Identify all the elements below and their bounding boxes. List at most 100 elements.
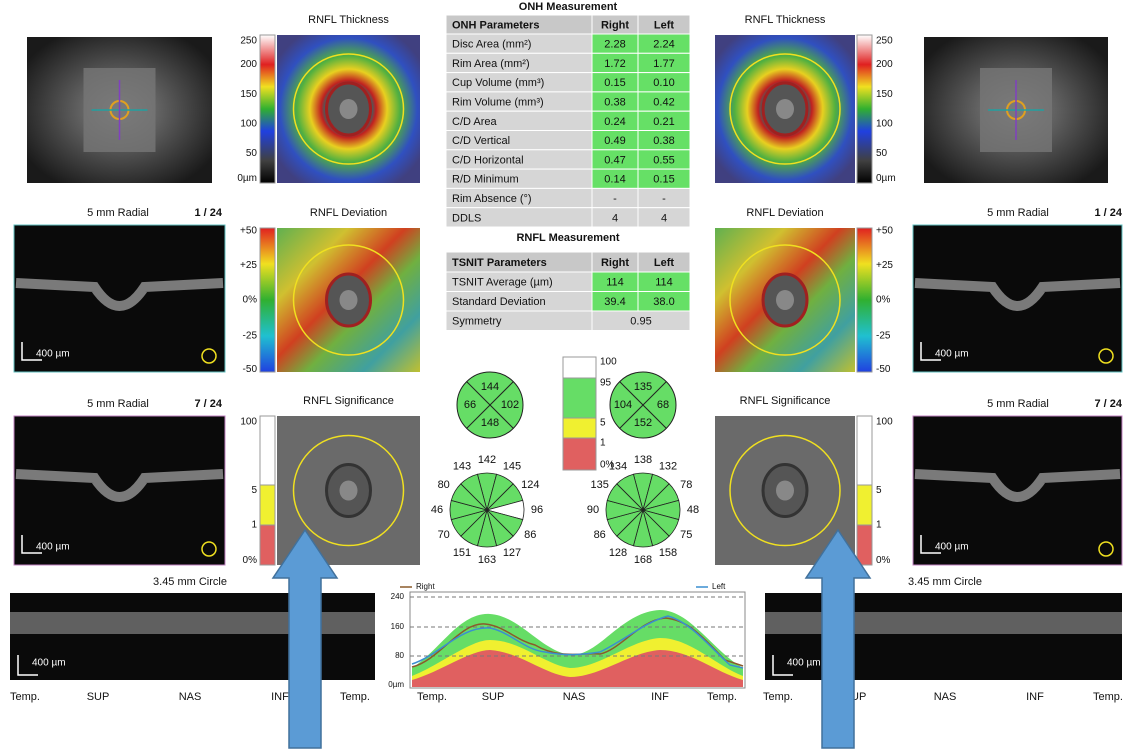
- scale-label: 0%: [876, 555, 891, 566]
- table-text: Rim Area (mm²): [452, 58, 530, 70]
- scan-title: 5 mm Radial: [87, 207, 149, 219]
- scale-label: 250: [876, 36, 893, 47]
- scale-label: 0µm: [237, 173, 257, 184]
- axis-label: NAS: [934, 691, 957, 703]
- table-text: 0.10: [653, 77, 674, 89]
- quadrant-value: 68: [657, 399, 669, 411]
- clock-value: 75: [680, 529, 692, 541]
- clock-value: 145: [503, 461, 521, 473]
- map-title: RNFL Thickness: [745, 14, 826, 26]
- report: ONH MeasurementONH ParametersRightLeftDi…: [0, 0, 1129, 753]
- scale-band: [563, 378, 596, 418]
- cup-center: [776, 99, 794, 119]
- clock-value: 127: [503, 547, 521, 559]
- color-bar-band: [857, 485, 872, 525]
- table-text: 0.15: [653, 174, 674, 186]
- scale-label: -25: [243, 331, 258, 342]
- scan-title: 5 mm Radial: [987, 207, 1049, 219]
- scale-label: 200: [876, 59, 893, 70]
- color-bar-band: [857, 525, 872, 565]
- x-tick-label: SUP: [482, 691, 505, 703]
- scan-index: 7 / 24: [1094, 398, 1122, 410]
- clock-value: 90: [587, 504, 599, 516]
- table-title: RNFL Measurement: [516, 232, 619, 244]
- clock-value: 46: [431, 504, 443, 516]
- scale-label: 150: [876, 89, 893, 100]
- clock-value: 143: [453, 461, 471, 473]
- scale-label: 0%: [243, 295, 258, 306]
- x-tick-label: Temp.: [417, 691, 447, 703]
- map-title: RNFL Significance: [740, 395, 831, 407]
- table-text: 2.24: [653, 39, 674, 51]
- cup-center: [776, 481, 794, 501]
- table-text: 0.55: [653, 154, 674, 166]
- clock-value: 70: [438, 529, 450, 541]
- scale-label: 250: [240, 36, 257, 47]
- x-tick-label: NAS: [563, 691, 586, 703]
- clock-value: 96: [531, 504, 543, 516]
- table-text: Disc Area (mm²): [452, 39, 531, 51]
- scale-label: -50: [876, 364, 891, 375]
- y-tick-label: 240: [391, 592, 405, 601]
- scale-label: 400 µm: [935, 542, 969, 553]
- axis-label: INF: [271, 691, 289, 703]
- retina-layer: [765, 612, 1122, 634]
- table-text: TSNIT Average (µm): [452, 277, 553, 289]
- clock-value: 158: [659, 547, 677, 559]
- clock-value: 142: [478, 454, 496, 466]
- scan-index: 7 / 24: [194, 398, 222, 410]
- table-text: 1.72: [604, 58, 625, 70]
- legend-label: Left: [712, 582, 726, 591]
- table-title: ONH Measurement: [519, 1, 618, 13]
- scale-label: 5: [251, 485, 257, 496]
- clock-value: 78: [680, 479, 692, 491]
- table-text: Cup Volume (mm³): [452, 77, 544, 89]
- quadrant-value: 104: [614, 399, 632, 411]
- scale-label: 400 µm: [36, 349, 70, 360]
- color-bar-band: [857, 416, 872, 485]
- y-tick-label: 80: [395, 651, 404, 660]
- scale-label: 1: [251, 519, 257, 530]
- scan-title: 3.45 mm Circle: [908, 576, 982, 588]
- scale-label: 400 µm: [32, 658, 66, 669]
- map-title: RNFL Thickness: [308, 14, 389, 26]
- table-text: 1.77: [653, 58, 674, 70]
- scale-label: 50: [246, 148, 258, 159]
- table-text: 39.4: [604, 296, 625, 308]
- table-text: Rim Volume (mm³): [452, 96, 544, 108]
- scale-label: 0µm: [876, 173, 896, 184]
- clock-value: 168: [634, 554, 652, 566]
- cup-center: [340, 481, 358, 501]
- table-text: 4: [612, 212, 618, 224]
- y-tick-label: 0µm: [388, 680, 404, 689]
- legend-label: Right: [416, 582, 435, 591]
- table-text: 0.42: [653, 96, 674, 108]
- map-title: RNFL Significance: [303, 395, 394, 407]
- table-header: Left: [654, 19, 675, 31]
- table-text: Symmetry: [452, 316, 502, 328]
- table-text: -: [662, 193, 666, 205]
- scale-label: -50: [243, 364, 258, 375]
- quadrant-value: 148: [481, 417, 499, 429]
- quadrant-value: 135: [634, 381, 652, 393]
- clock-value: 86: [594, 529, 606, 541]
- table-text: 0.24: [604, 116, 625, 128]
- color-bar: [260, 35, 275, 183]
- axis-label: INF: [1026, 691, 1044, 703]
- table-text: 0.95: [630, 316, 651, 328]
- scale-label: 5: [600, 418, 606, 429]
- scale-label: 100: [240, 118, 257, 129]
- table-text: 114: [655, 277, 673, 289]
- table-header: TSNIT Parameters: [452, 257, 547, 269]
- color-bar: [260, 228, 275, 372]
- clock-value: 124: [521, 479, 539, 491]
- scale-label: -25: [876, 331, 891, 342]
- scale-label: 1: [600, 438, 606, 449]
- table-text: 0.47: [604, 154, 625, 166]
- table-text: -: [613, 193, 617, 205]
- quadrant-value: 102: [501, 399, 519, 411]
- scale-label: 50: [876, 148, 888, 159]
- table-text: 0.38: [653, 135, 674, 147]
- table-header: Left: [654, 257, 675, 269]
- quadrant-value: 144: [481, 381, 499, 393]
